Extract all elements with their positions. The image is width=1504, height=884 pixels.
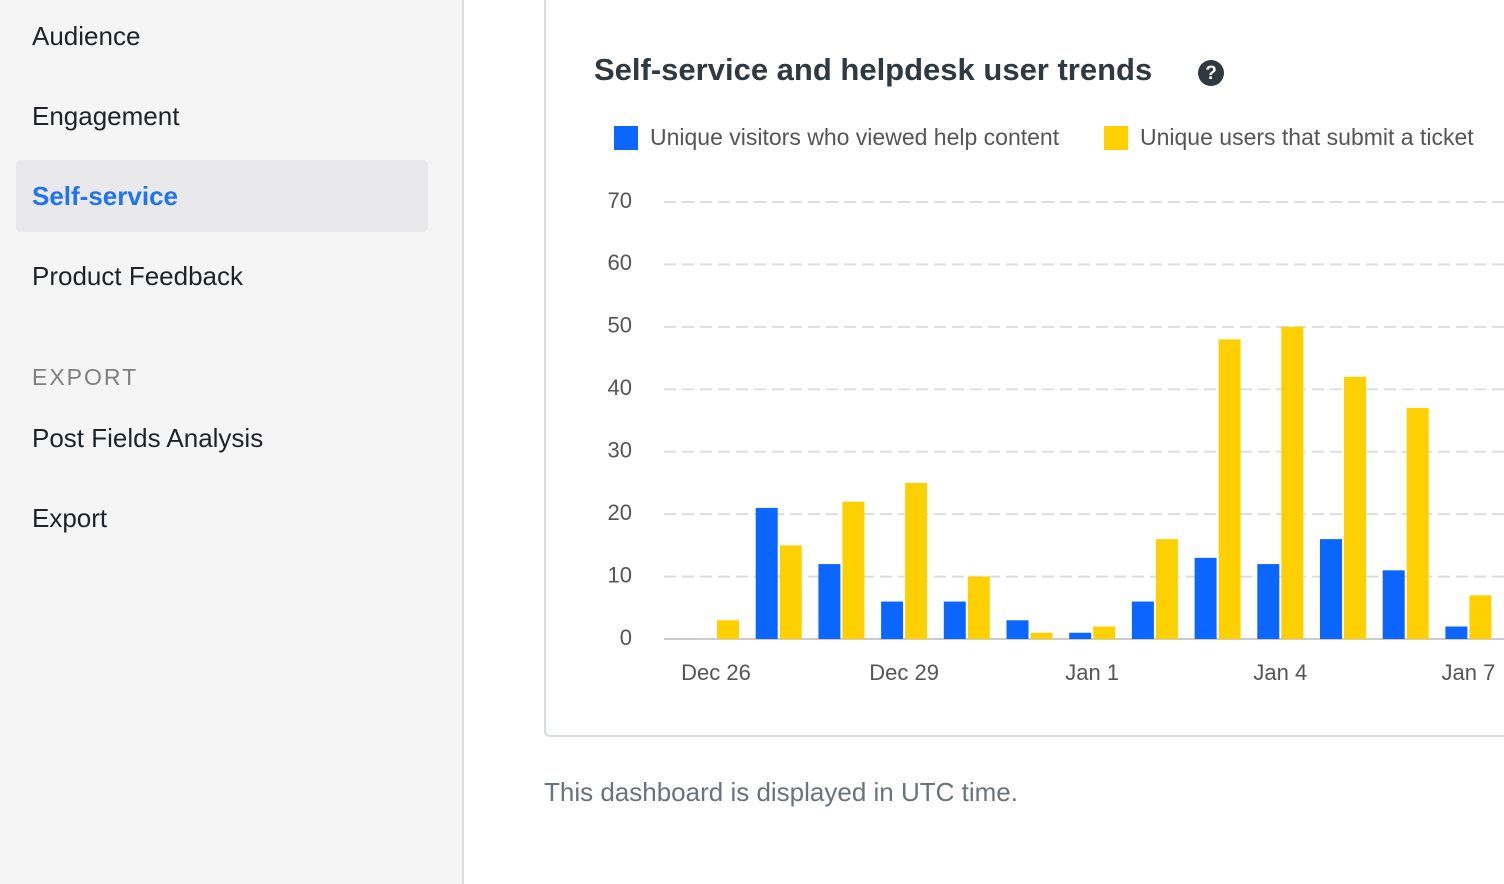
y-tick-label: 50 bbox=[608, 313, 632, 338]
x-tick-label: Dec 26 bbox=[681, 660, 751, 685]
bar bbox=[779, 545, 802, 639]
x-tick-label: Jan 4 bbox=[1253, 660, 1307, 685]
selected-highlight bbox=[16, 160, 428, 232]
y-tick-label: 30 bbox=[608, 438, 632, 463]
legend-label: Unique users that submit a ticket bbox=[1140, 124, 1474, 150]
help-icon-label[interactable]: ? bbox=[1205, 63, 1217, 84]
y-tick-label: 0 bbox=[620, 625, 632, 650]
bar bbox=[717, 620, 739, 639]
x-tick-label: Dec 29 bbox=[869, 660, 939, 685]
bar bbox=[1344, 376, 1366, 639]
bar bbox=[943, 601, 966, 639]
bar bbox=[1069, 632, 1092, 639]
bar bbox=[1445, 626, 1468, 639]
chart-card bbox=[544, 0, 1504, 737]
nav-item[interactable]: Post Fields Analysis bbox=[32, 423, 264, 453]
legend-swatch bbox=[1104, 126, 1128, 150]
x-tick-label: Jan 7 bbox=[1441, 660, 1495, 685]
y-tick-label: 40 bbox=[608, 375, 632, 400]
bar bbox=[755, 507, 778, 639]
bar bbox=[1406, 408, 1429, 639]
bar bbox=[1194, 557, 1217, 639]
bar bbox=[1030, 632, 1053, 639]
bar bbox=[1469, 595, 1492, 639]
footer-note: This dashboard is displayed in UTC time. bbox=[544, 777, 1018, 807]
section-header: EXPORT bbox=[32, 364, 139, 390]
y-tick-label: 20 bbox=[608, 500, 632, 525]
x-tick-label: Jan 1 bbox=[1065, 660, 1119, 685]
nav-item[interactable]: Engagement bbox=[32, 101, 180, 131]
bar bbox=[1382, 570, 1405, 639]
bar bbox=[1218, 339, 1241, 639]
nav-item-selected[interactable]: Self-service bbox=[32, 181, 178, 211]
sidebar: Audience Engagement Self-service Product… bbox=[0, 0, 464, 884]
bar bbox=[1155, 539, 1178, 639]
bar bbox=[881, 601, 904, 639]
bar bbox=[1320, 539, 1342, 639]
legend-swatch bbox=[614, 126, 638, 150]
nav-item[interactable]: Audience bbox=[32, 21, 141, 51]
bar bbox=[1131, 601, 1154, 639]
bar bbox=[1093, 626, 1116, 639]
y-tick-label: 10 bbox=[608, 562, 632, 587]
bar bbox=[1281, 326, 1304, 639]
bar bbox=[818, 564, 841, 639]
bar bbox=[1006, 620, 1029, 639]
nav-item[interactable]: Product Feedback bbox=[32, 261, 244, 291]
help-icon[interactable] bbox=[1198, 60, 1224, 86]
bar bbox=[1257, 564, 1280, 639]
y-tick-label: 70 bbox=[608, 188, 632, 213]
chart-title: Self-service and helpdesk user trends bbox=[594, 52, 1152, 87]
legend-label: Unique visitors who viewed help content bbox=[650, 124, 1060, 150]
bar bbox=[842, 501, 865, 639]
bar bbox=[967, 576, 990, 639]
nav-item[interactable]: Export bbox=[32, 503, 108, 533]
y-tick-label: 60 bbox=[608, 250, 632, 275]
bar bbox=[905, 482, 928, 639]
